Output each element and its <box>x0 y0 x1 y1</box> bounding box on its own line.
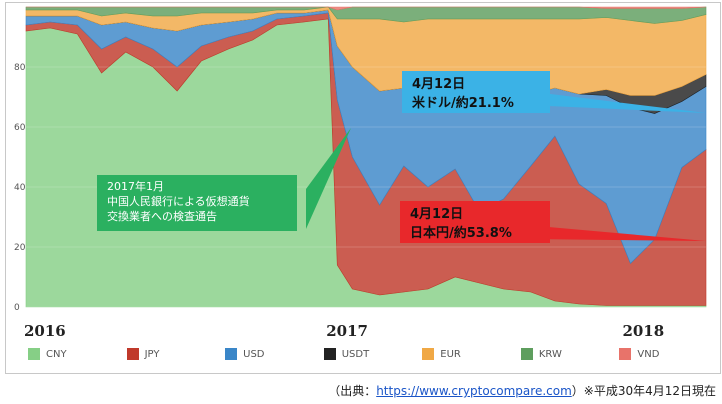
legend-swatch <box>619 348 632 360</box>
y-tick-label: 60 <box>14 123 26 133</box>
legend-swatch <box>28 348 40 360</box>
annotation-arrow-pboc <box>306 128 351 229</box>
annotation-box-pboc <box>97 175 297 231</box>
legend-item-usd: USD <box>225 346 265 362</box>
legend-item-cny: CNY <box>28 346 67 362</box>
legend-item-eur: EUR <box>422 346 461 362</box>
y-tick-label: 40 <box>14 183 26 193</box>
y-tick-label: 0 <box>14 303 20 313</box>
legend-item-jpy: JPY <box>126 346 160 362</box>
legend-swatch <box>126 348 139 360</box>
legend-label: EUR <box>440 348 461 360</box>
source-prefix: （出典： <box>328 384 377 398</box>
annotation-text-pboc: 2017年1月 <box>107 179 164 193</box>
y-tick-label: 80 <box>14 63 26 73</box>
x-tick-label: 2017 <box>326 322 368 340</box>
legend-swatch <box>422 348 435 360</box>
legend-label: JPY <box>144 348 160 360</box>
legend-item-vnd: VND <box>619 346 659 362</box>
legend-swatch <box>520 348 533 360</box>
source-link[interactable]: https://www.cryptocompare.com <box>376 384 572 398</box>
x-tick-label: 2018 <box>622 322 664 340</box>
source-caption: （出典：https://www.cryptocompare.com）※平成30年… <box>328 382 716 399</box>
legend-item-usdt: USDT <box>323 346 370 362</box>
annotation-text-jpy: 日本円/約53.8% <box>410 225 512 241</box>
x-tick-label: 2016 <box>24 322 66 340</box>
source-suffix: ）※平成30年4月12日現在 <box>571 384 716 398</box>
annotation-text-jpy: 4月12日 <box>410 207 463 222</box>
annotation-arrow-usd <box>526 91 706 113</box>
legend-swatch <box>225 348 238 360</box>
legend-label: USDT <box>341 348 370 360</box>
annotation-text-pboc: 交換業者への検査通告 <box>107 209 217 223</box>
annotation-box-usd <box>402 71 550 113</box>
chart-frame: 0 20 40 60 80 2016 2017 2018 2017年1月 中国人民銀行による仮想… <box>5 2 721 374</box>
legend-label: CNY <box>46 348 67 360</box>
annotation-text-pboc: 中国人民銀行による仮想通貨 <box>107 194 250 208</box>
legend-label: USD <box>243 348 265 360</box>
series-area-vnd <box>26 6 707 11</box>
legend-label: KRW <box>538 348 562 360</box>
chart-legend: CNY JPY USD USDT EUR KRW VND <box>28 346 718 362</box>
y-tick-label: 20 <box>14 243 26 253</box>
legend-swatch <box>323 348 336 360</box>
annotation-text-usd: 米ドル/約21.1% <box>412 95 514 111</box>
annotation-arrow-jpy <box>526 225 706 241</box>
legend-label: VND <box>637 348 660 360</box>
annotation-box-jpy <box>400 201 550 243</box>
annotation-text-usd: 4月12日 <box>412 77 465 92</box>
stacked-area-chart: 0 20 40 60 80 2016 2017 2018 2017年1月中国人民銀行による仮想… <box>14 6 707 340</box>
legend-item-krw: KRW <box>520 346 562 362</box>
